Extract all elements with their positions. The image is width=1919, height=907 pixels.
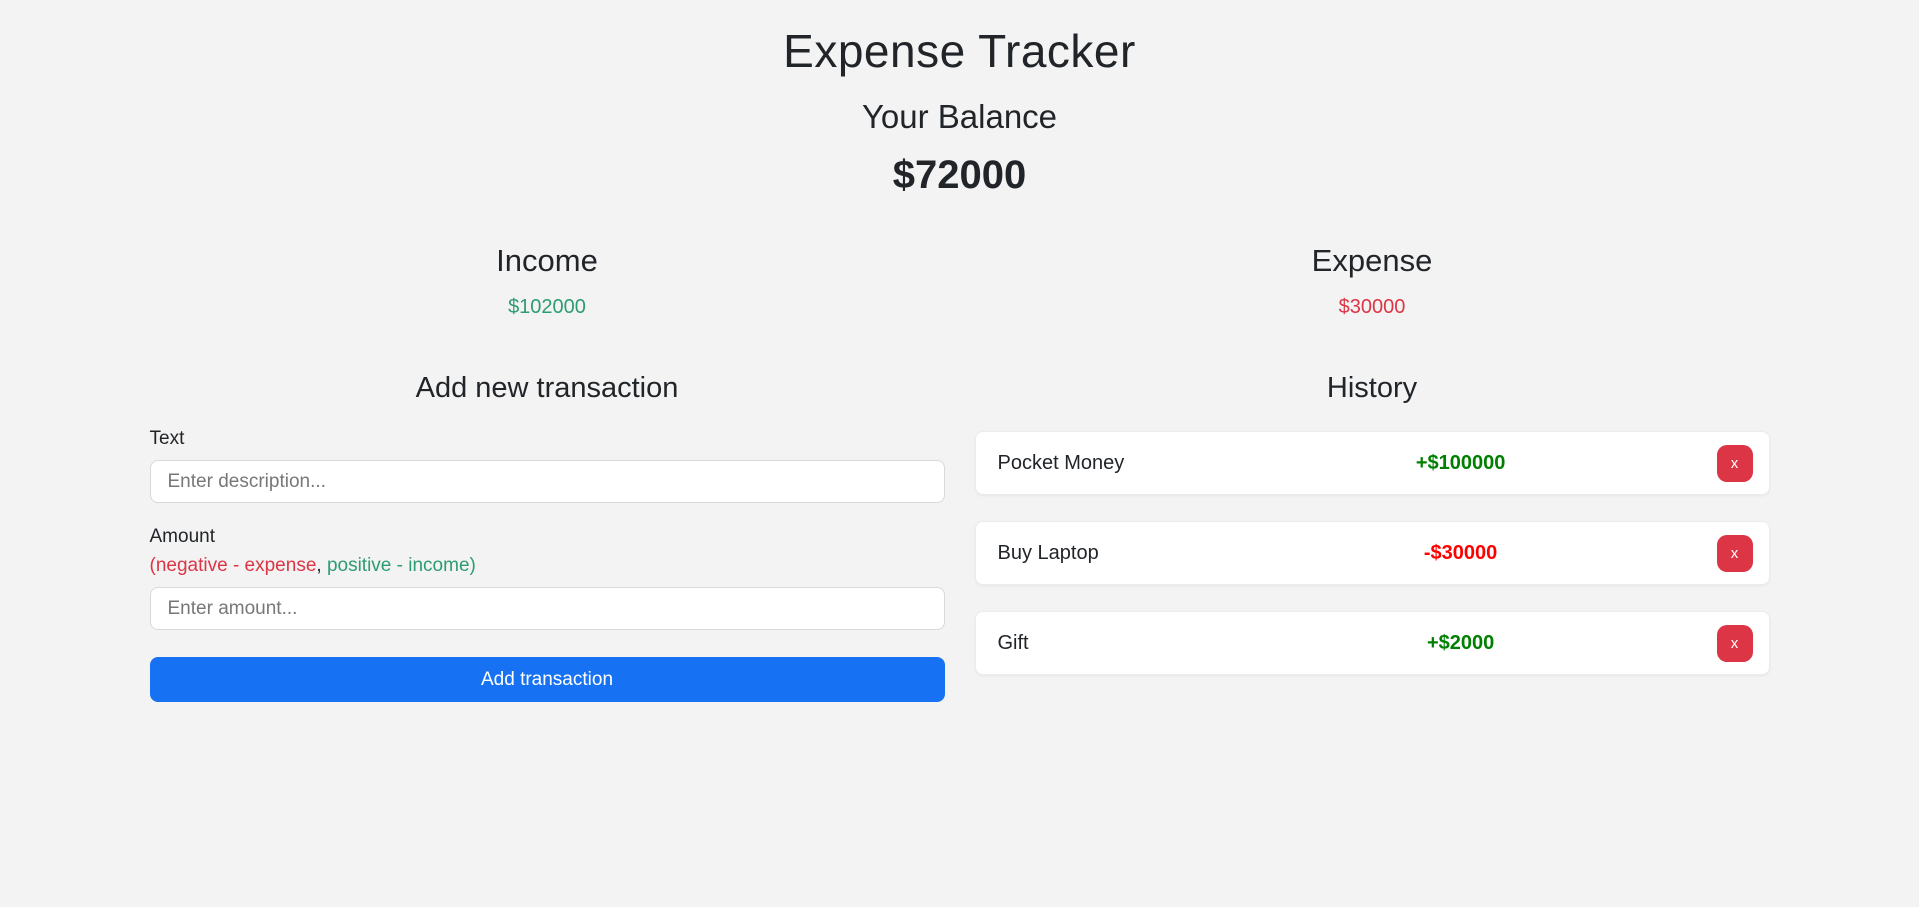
transaction-name: Gift: [997, 631, 1029, 654]
transaction-row: Pocket Money +$100000 x: [974, 431, 1770, 495]
balance-value: $72000: [892, 153, 1027, 197]
amount-field-label: Amount: [149, 526, 215, 547]
header: Expense Tracker Your Balance $72000: [0, 0, 1919, 198]
transaction-amount: -$30000: [1423, 541, 1498, 564]
left-column: Income $102000 Add new transaction Text …: [149, 243, 945, 702]
expense-total: $30000: [1338, 296, 1406, 318]
transaction-amount: +$2000: [1426, 631, 1495, 654]
history-heading: History: [1326, 372, 1418, 404]
delete-transaction-button[interactable]: x: [1716, 624, 1753, 662]
expense-heading: Expense: [1311, 243, 1433, 278]
amount-input[interactable]: [149, 587, 945, 630]
right-column: Expense $30000 History Pocket Money +$10…: [974, 243, 1770, 702]
amount-hint: (negative - expense, positive - income): [150, 555, 945, 577]
transaction-name: Pocket Money: [997, 451, 1125, 474]
income-heading: Income: [496, 243, 598, 278]
amount-hint-positive: positive - income): [326, 555, 476, 576]
text-field-label: Text: [149, 428, 185, 449]
form-heading: Add new transaction: [415, 372, 679, 404]
amount-hint-separator: ,: [316, 555, 327, 576]
transaction-row: Buy Laptop -$30000 x: [974, 521, 1770, 585]
transaction-amount: +$100000: [1415, 451, 1506, 474]
main-content: Income $102000 Add new transaction Text …: [149, 243, 1770, 702]
app-title: Expense Tracker: [783, 25, 1136, 77]
description-input[interactable]: [149, 460, 945, 503]
income-total: $102000: [508, 296, 586, 318]
balance-label: Your Balance: [861, 98, 1058, 135]
add-transaction-button[interactable]: Add transaction: [149, 657, 945, 702]
transaction-row: Gift +$2000 x: [974, 611, 1770, 675]
delete-transaction-button[interactable]: x: [1716, 444, 1753, 482]
delete-transaction-button[interactable]: x: [1716, 534, 1753, 572]
amount-hint-negative: (negative - expense: [149, 555, 317, 576]
transaction-name: Buy Laptop: [997, 541, 1099, 564]
